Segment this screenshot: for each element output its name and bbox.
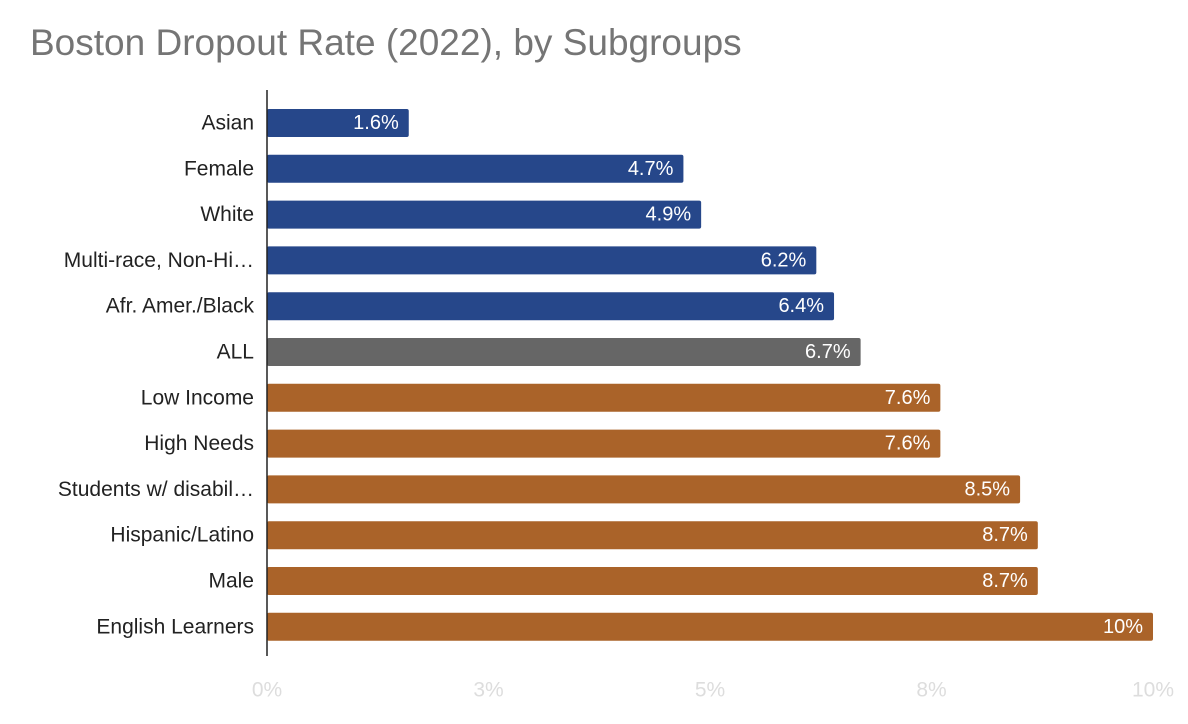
data-label: 4.7%: [628, 158, 674, 180]
category-label: ALL: [217, 341, 254, 364]
category-label: Asian: [201, 112, 254, 135]
bar: [267, 429, 941, 458]
x-tick-label: 0%: [252, 679, 282, 702]
category-label: White: [200, 203, 254, 226]
category-label: High Needs: [144, 432, 254, 455]
x-tick-label: 5%: [695, 679, 725, 702]
x-tick-label: 10%: [1132, 679, 1174, 702]
x-tick-label: 8%: [916, 679, 946, 702]
category-label: Multi-race, Non-Hi…: [64, 249, 254, 272]
data-label: 6.2%: [761, 249, 807, 271]
data-label: 8.5%: [965, 478, 1011, 500]
data-label: 6.7%: [805, 341, 851, 363]
data-label: 7.6%: [885, 433, 931, 455]
bar: [267, 338, 861, 366]
x-tick-label: 3%: [473, 679, 503, 702]
bar: [267, 475, 1021, 504]
category-label: Students w/ disabil…: [58, 478, 254, 501]
category-label: Afr. Amer./Black: [106, 295, 255, 318]
bar: [267, 109, 409, 137]
bar: [267, 246, 817, 275]
data-label: 10%: [1103, 616, 1143, 638]
bar: [267, 154, 684, 183]
category-label: English Learners: [96, 615, 254, 638]
data-label: 7.6%: [885, 387, 931, 409]
bar: [267, 200, 702, 229]
category-label: Male: [208, 570, 254, 593]
bar: [267, 612, 1153, 641]
data-label: 1.6%: [353, 112, 399, 134]
data-label: 8.7%: [982, 570, 1028, 592]
bar: [267, 292, 835, 321]
bar: [267, 521, 1038, 550]
category-label: Hispanic/Latino: [110, 524, 254, 547]
bar: [267, 383, 941, 412]
chart-title: Boston Dropout Rate (2022), by Subgroups: [30, 22, 742, 63]
data-label: 4.9%: [646, 204, 692, 226]
category-label: Female: [184, 157, 254, 180]
data-label: 8.7%: [982, 524, 1028, 546]
data-label: 6.4%: [778, 295, 824, 317]
category-label: Low Income: [141, 386, 254, 409]
bar: [267, 567, 1038, 595]
